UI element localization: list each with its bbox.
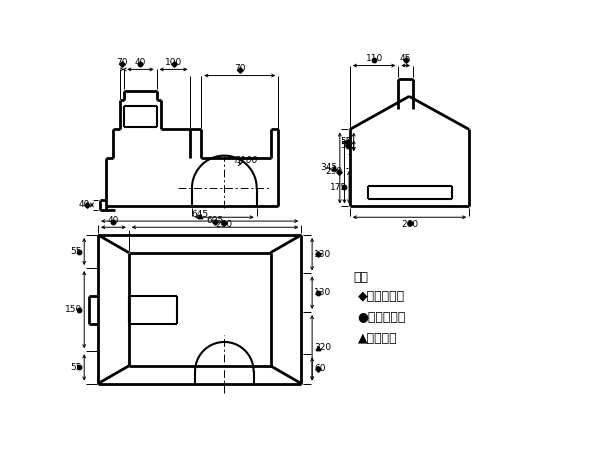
Text: 40: 40 bbox=[78, 200, 89, 209]
Text: 130: 130 bbox=[314, 288, 332, 297]
Text: ◆为定形尺寸: ◆为定形尺寸 bbox=[358, 290, 404, 303]
Text: ▲为总尺寸: ▲为总尺寸 bbox=[358, 332, 397, 345]
Text: 175: 175 bbox=[329, 183, 347, 192]
Text: 注：: 注： bbox=[354, 271, 368, 284]
Text: 70: 70 bbox=[116, 58, 128, 67]
Text: 55: 55 bbox=[70, 247, 82, 256]
Text: 200: 200 bbox=[216, 220, 233, 229]
Text: 290: 290 bbox=[325, 167, 342, 176]
Text: 50: 50 bbox=[340, 141, 352, 150]
Text: ●为定位尺寸: ●为定位尺寸 bbox=[358, 311, 406, 324]
Text: R100: R100 bbox=[235, 156, 259, 165]
Text: 130: 130 bbox=[314, 250, 332, 259]
Text: 110: 110 bbox=[365, 54, 383, 63]
Text: 70: 70 bbox=[234, 64, 245, 73]
Text: 645: 645 bbox=[191, 210, 208, 219]
Text: 45: 45 bbox=[400, 54, 412, 63]
Text: 320: 320 bbox=[314, 343, 332, 352]
Text: 605: 605 bbox=[206, 216, 224, 225]
Text: 150: 150 bbox=[65, 305, 82, 314]
Text: 345: 345 bbox=[320, 163, 338, 172]
Text: 60: 60 bbox=[314, 364, 326, 373]
Text: 50: 50 bbox=[340, 137, 352, 146]
Text: 55: 55 bbox=[70, 363, 82, 372]
Text: 40: 40 bbox=[108, 216, 119, 225]
Text: 260: 260 bbox=[401, 220, 418, 229]
Text: 40: 40 bbox=[135, 58, 146, 67]
Text: 100: 100 bbox=[165, 58, 182, 67]
